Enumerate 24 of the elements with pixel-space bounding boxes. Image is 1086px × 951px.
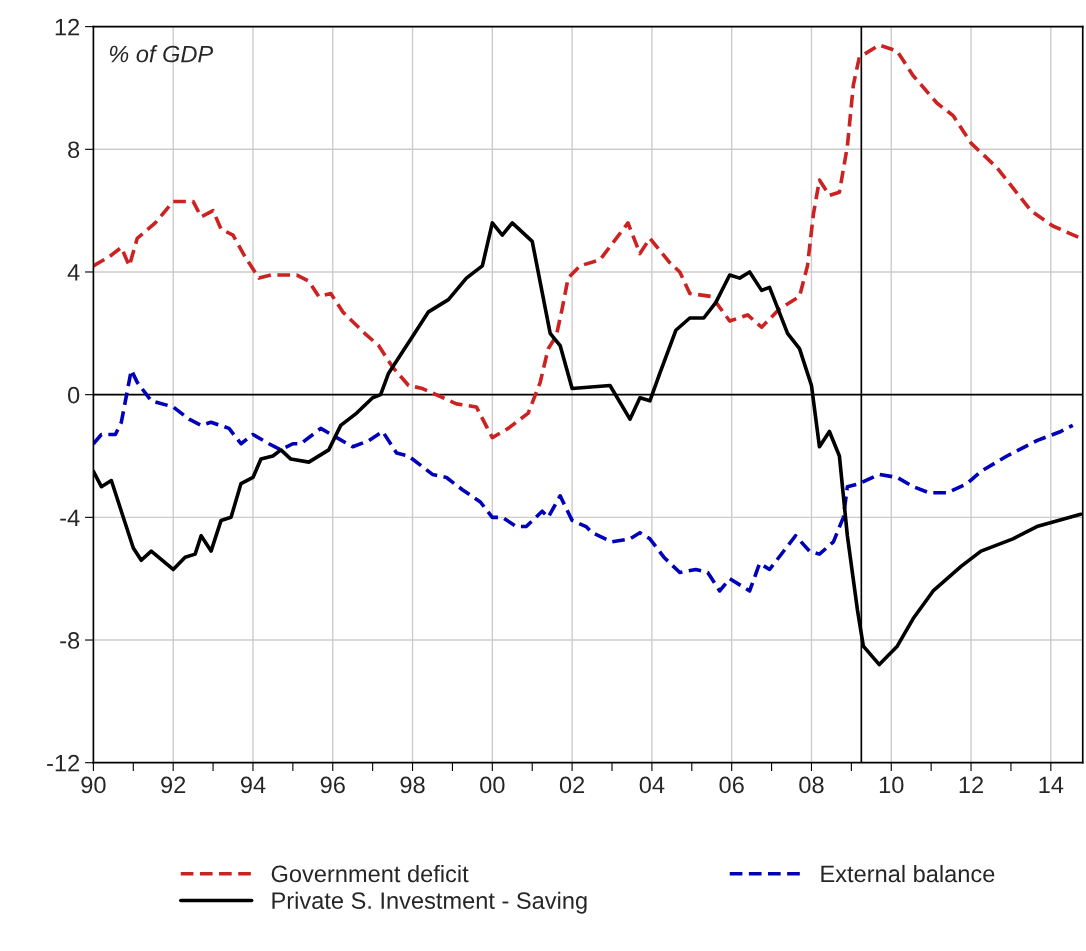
x-tick-label: 10 bbox=[879, 776, 904, 794]
x-tick-label: 12 bbox=[959, 776, 983, 794]
x-tick-label: 90 bbox=[81, 776, 106, 794]
annotation: % of GDP bbox=[109, 45, 214, 63]
y-tick-label: -12 bbox=[47, 754, 80, 772]
y-tick-label: -4 bbox=[60, 509, 80, 526]
x-tick-label: 00 bbox=[480, 776, 505, 794]
x-tick-label: 94 bbox=[240, 776, 266, 794]
legend-label: External balance bbox=[821, 864, 995, 883]
x-tick-label: 06 bbox=[719, 776, 744, 794]
legend-label: Government deficit bbox=[271, 864, 469, 883]
y-tick-label: 4 bbox=[67, 264, 80, 281]
x-tick-label: 92 bbox=[161, 776, 186, 794]
x-tick-label: 04 bbox=[639, 776, 665, 794]
x-tick-label: 02 bbox=[559, 776, 585, 794]
y-tick-label: 8 bbox=[68, 141, 80, 159]
x-tick-label: 08 bbox=[799, 776, 824, 794]
y-tick-label: -8 bbox=[60, 632, 80, 649]
x-tick-label: 14 bbox=[1039, 776, 1064, 794]
y-tick-label: 12 bbox=[55, 18, 80, 36]
legend-label: Private S. Investment - Saving bbox=[272, 891, 587, 914]
y-tick-label: 0 bbox=[67, 386, 80, 404]
x-tick-label: 96 bbox=[320, 776, 345, 794]
x-tick-label: 98 bbox=[400, 776, 425, 794]
